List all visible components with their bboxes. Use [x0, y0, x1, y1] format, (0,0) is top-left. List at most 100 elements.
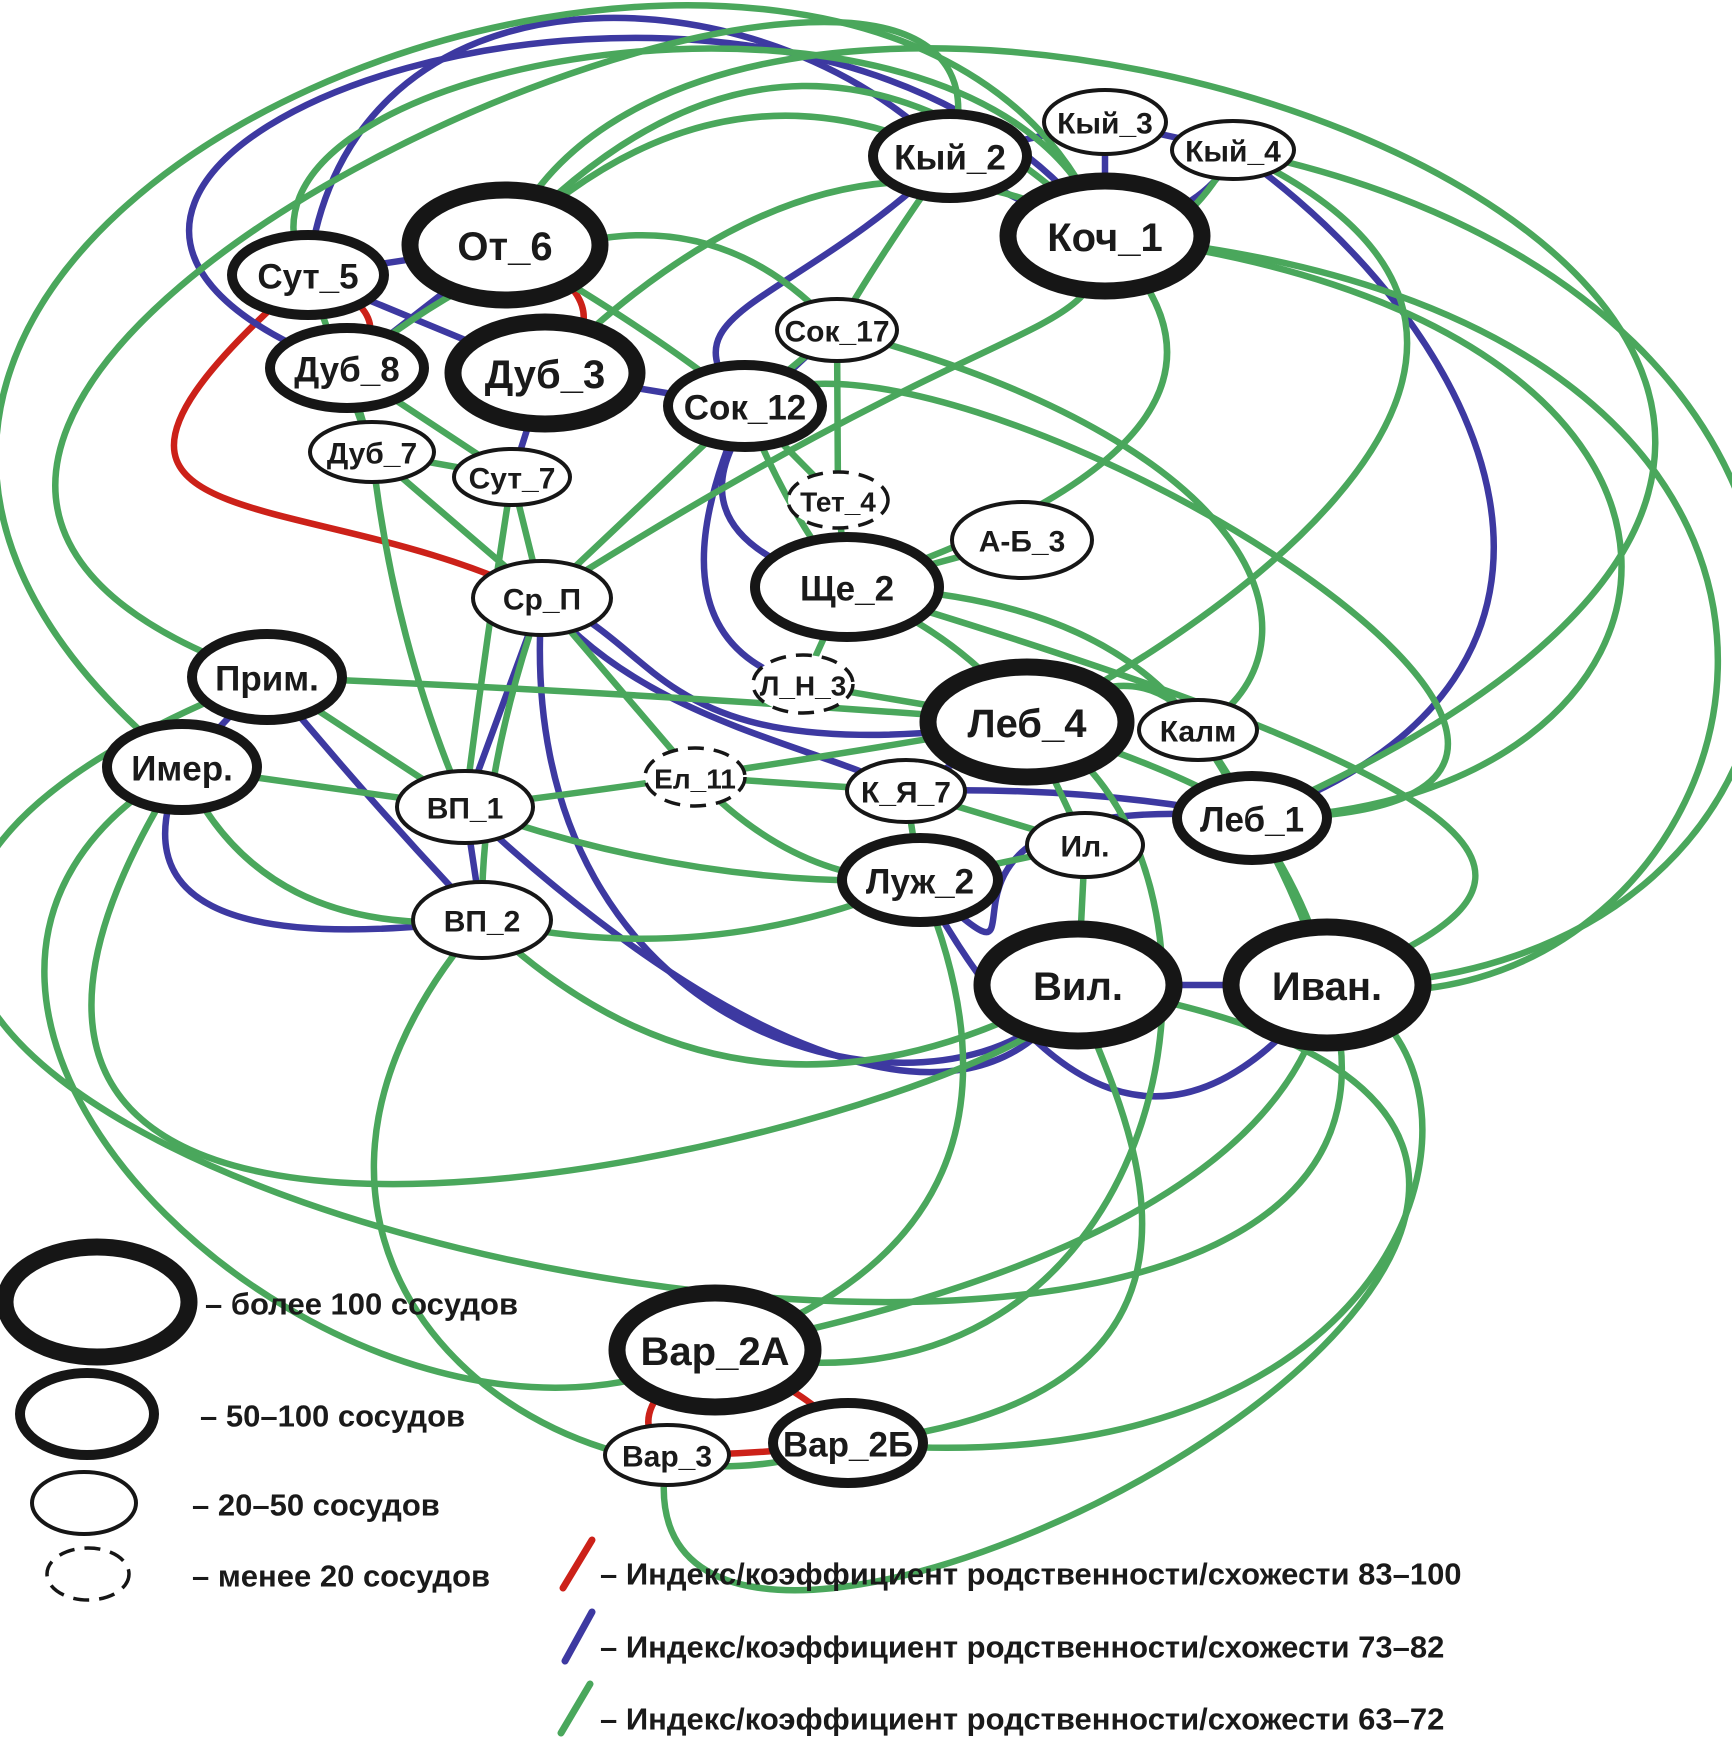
node-ellipse-dashed — [751, 653, 855, 715]
node-ellipse-thin — [603, 1423, 731, 1487]
edge-sut5-srp — [170, 271, 546, 602]
node-sut5: Сут_5 — [227, 230, 389, 320]
edge-kyy4-leb1 — [1229, 146, 1497, 822]
edge-koch1-ivan — [1101, 232, 1722, 994]
node-ellipse-bold — [768, 1398, 928, 1488]
node-label: Вар_3 — [622, 1441, 712, 1474]
legend-size-label: – менее 20 сосудов — [192, 1559, 490, 1594]
edge-vp2-vil — [478, 916, 1082, 1068]
legend-line-label: – Индекс/коэффициент родственности/схоже… — [600, 1702, 1444, 1737]
node-sok12: Сок_12 — [663, 360, 827, 452]
legend: – более 100 сосудов – 50–100 сосудов – 20–… — [0, 1238, 1462, 1737]
edge-sok12-leb1 — [741, 380, 1451, 822]
node-ellipse-thin — [411, 880, 553, 960]
node-ellipse-thin — [308, 420, 436, 484]
node-label: Кый_2 — [894, 139, 1006, 178]
node-dub8: Дуб_8 — [265, 323, 429, 413]
node-leb4: Леб_4 — [919, 658, 1135, 786]
legend-line-63-72: – Индекс/коэффициент родственности/схоже… — [557, 1680, 1444, 1737]
node-ellipse-xbold — [999, 172, 1211, 300]
node-label: Ил. — [1061, 831, 1110, 864]
node-leb1: Леб_1 — [1172, 771, 1332, 865]
node-ellipse-bold — [265, 323, 429, 413]
node-ellipse-bold — [868, 109, 1032, 203]
node-ellipse-thin — [1025, 811, 1145, 879]
node-ellipse-xbold — [1222, 918, 1432, 1052]
node-sche2: Ще_2 — [750, 532, 944, 642]
node-label: Дуб_8 — [294, 351, 399, 390]
node-label: Ще_2 — [800, 570, 894, 609]
node-luzh2: Луж_2 — [837, 833, 1003, 927]
node-ellipse-xbold — [608, 1284, 822, 1416]
node-label: К_Я_7 — [861, 777, 951, 810]
node-label: Леб_4 — [968, 702, 1088, 746]
node-label: Леб_1 — [1200, 801, 1304, 840]
node-label: А-Б_3 — [979, 526, 1066, 559]
node-ellipse-bold — [187, 629, 347, 725]
legend-size-less-20: – менее 20 сосудов — [45, 1546, 490, 1602]
node-ellipse-bold — [837, 833, 1003, 927]
node-ellipse-xbold — [401, 181, 609, 309]
node-sok17: Сок_17 — [775, 297, 899, 363]
edge-sut5-koch1 — [290, 45, 1109, 279]
edge-srp-vil — [536, 594, 1082, 1066]
edge-imer-vp2 — [161, 763, 486, 933]
legend-line-swatch — [559, 1536, 596, 1592]
legend-line-83-100: – Индекс/коэффициент родственности/схоже… — [559, 1536, 1462, 1592]
node-label: Коч_1 — [1047, 216, 1163, 260]
edge-dub7-vp1 — [368, 448, 469, 811]
node-label: Кый_3 — [1057, 108, 1153, 141]
node-ellipse-xbold — [444, 313, 646, 433]
node-ellipse-bold — [750, 532, 944, 642]
node-koch1: Коч_1 — [999, 172, 1211, 300]
node-label: Л_Н_3 — [760, 671, 847, 702]
node-ellipse-dashed — [643, 746, 747, 808]
legend-size-50-100: – 50–100 сосудов — [15, 1368, 465, 1460]
legend-size-swatch — [0, 1238, 198, 1366]
edge-prim-leb4 — [263, 673, 1031, 726]
node-ellipse-xbold — [973, 920, 1183, 1050]
node-tet4: Тет_4 — [786, 470, 890, 530]
legend-size-more-100: – более 100 сосудов — [0, 1238, 518, 1366]
node-label: Вар_2А — [641, 1330, 790, 1374]
node-ellipse-thin — [950, 500, 1094, 580]
node-ellipse-thin — [1170, 119, 1296, 181]
node-label: Сок_17 — [784, 316, 889, 349]
node-ellipse-bold — [227, 230, 389, 320]
node-ellipse-thin — [1137, 698, 1259, 762]
node-label: Ел_11 — [654, 764, 736, 795]
node-kyy2: Кый_2 — [868, 109, 1032, 203]
node-var2a: Вар_2А — [608, 1284, 822, 1416]
node-ellipse-thin — [395, 769, 535, 845]
node-label: Сок_12 — [684, 389, 807, 428]
edge-sok17-kalm — [833, 326, 1266, 734]
node-var3: Вар_3 — [603, 1423, 731, 1487]
node-ellipse-bold — [663, 360, 827, 452]
legend-size-swatch — [30, 1470, 138, 1536]
node-ellipse-dashed — [786, 470, 890, 530]
legend-line-label: – Индекс/коэффициент родственности/схоже… — [600, 1557, 1462, 1592]
node-ot6: От_6 — [401, 181, 609, 309]
edge-kyy4-ivan — [1229, 146, 1732, 989]
legend-size-swatch — [15, 1368, 159, 1460]
node-dub7: Дуб_7 — [308, 420, 436, 484]
edge-var3-vil — [660, 981, 1413, 1594]
node-el11: Ел_11 — [643, 746, 747, 808]
node-label: Кый_4 — [1185, 136, 1281, 169]
node-ellipse-thin — [452, 447, 572, 507]
edge-sut5-kyy2 — [304, 14, 954, 279]
legend-size-label: – более 100 сосудов — [205, 1287, 518, 1322]
node-label: Сут_5 — [257, 258, 358, 297]
node-label: Дуб_3 — [485, 353, 605, 397]
edge-var2a-ivan — [711, 981, 1331, 1354]
edge-prim-kyy2 — [52, 18, 962, 681]
node-kyy4: Кый_4 — [1170, 119, 1296, 181]
node-label: Иван. — [1272, 965, 1382, 1009]
node-kalm: Калм — [1137, 698, 1259, 762]
node-vil: Вил. — [973, 920, 1183, 1050]
node-ellipse-thin — [1042, 88, 1168, 156]
node-ellipse-xbold — [919, 658, 1135, 786]
edge-vp1-vil — [461, 803, 1082, 1076]
